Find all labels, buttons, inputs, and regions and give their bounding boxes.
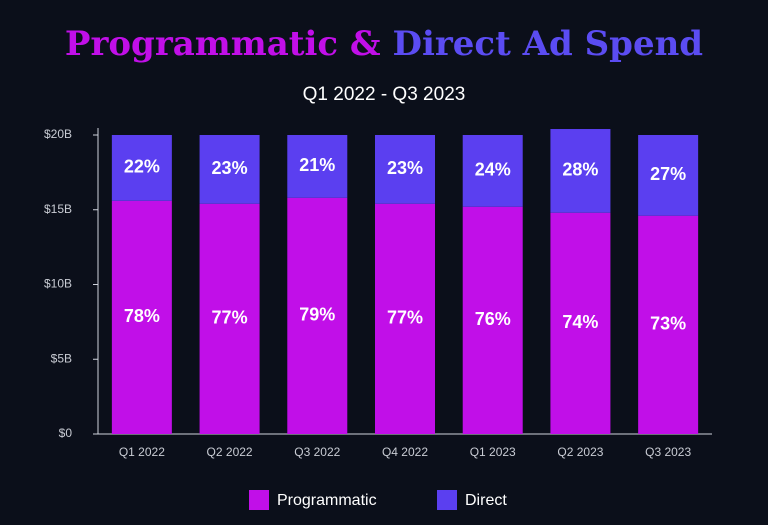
value-label: 28% (562, 160, 598, 180)
bar-segment (111, 200, 172, 434)
x-tick-label: Q2 2023 (557, 445, 603, 459)
x-tick-label: Q3 2023 (645, 445, 691, 459)
y-tick-label: $5B (51, 351, 72, 365)
bar-segment (375, 203, 435, 434)
x-tick-label: Q4 2022 (382, 445, 428, 459)
bar-segment (199, 135, 260, 204)
legend-label: Programmatic (277, 492, 377, 509)
value-label: 21% (299, 155, 335, 175)
title-part: Direct Ad Spend (392, 24, 703, 64)
value-label: 27% (650, 164, 686, 184)
x-tick-label: Q3 2022 (294, 445, 340, 459)
bar-segment (550, 212, 611, 434)
chart-title: Programmatic & Direct Ad Spend (65, 24, 703, 64)
bar-segment (375, 135, 435, 204)
value-label: 74% (562, 312, 598, 332)
bar-segment (287, 135, 348, 198)
value-label: 24% (475, 160, 511, 180)
bar-segment (199, 203, 260, 434)
value-label: 23% (212, 158, 248, 178)
y-tick-label: $0 (59, 426, 73, 440)
value-label: 73% (650, 314, 686, 334)
bar-segment (287, 197, 348, 434)
bar-segment (111, 135, 172, 201)
value-label: 78% (124, 306, 160, 326)
x-tick-label: Q1 2022 (119, 445, 165, 459)
bar-segment (638, 215, 699, 434)
legend-swatch (249, 490, 269, 510)
y-tick-label: $15B (44, 202, 72, 216)
y-tick-label: $20B (44, 127, 72, 141)
legend-label: Direct (465, 492, 507, 509)
bar-segment (462, 135, 523, 207)
legend-swatch (437, 490, 457, 510)
subtitle: Q1 2022 - Q3 2023 (303, 84, 466, 105)
value-label: 77% (212, 308, 248, 328)
y-tick-label: $10B (44, 277, 72, 291)
value-label: 79% (299, 305, 335, 325)
title-part: Programmatic & (65, 24, 381, 64)
value-label: 22% (124, 157, 160, 177)
bar-segment (550, 129, 611, 213)
bar-segment (638, 135, 699, 216)
bar-segment (462, 206, 523, 434)
value-label: 77% (387, 308, 423, 328)
x-tick-label: Q2 2022 (207, 445, 253, 459)
x-tick-label: Q1 2023 (470, 445, 516, 459)
value-label: 23% (387, 158, 423, 178)
value-label: 76% (475, 309, 511, 329)
